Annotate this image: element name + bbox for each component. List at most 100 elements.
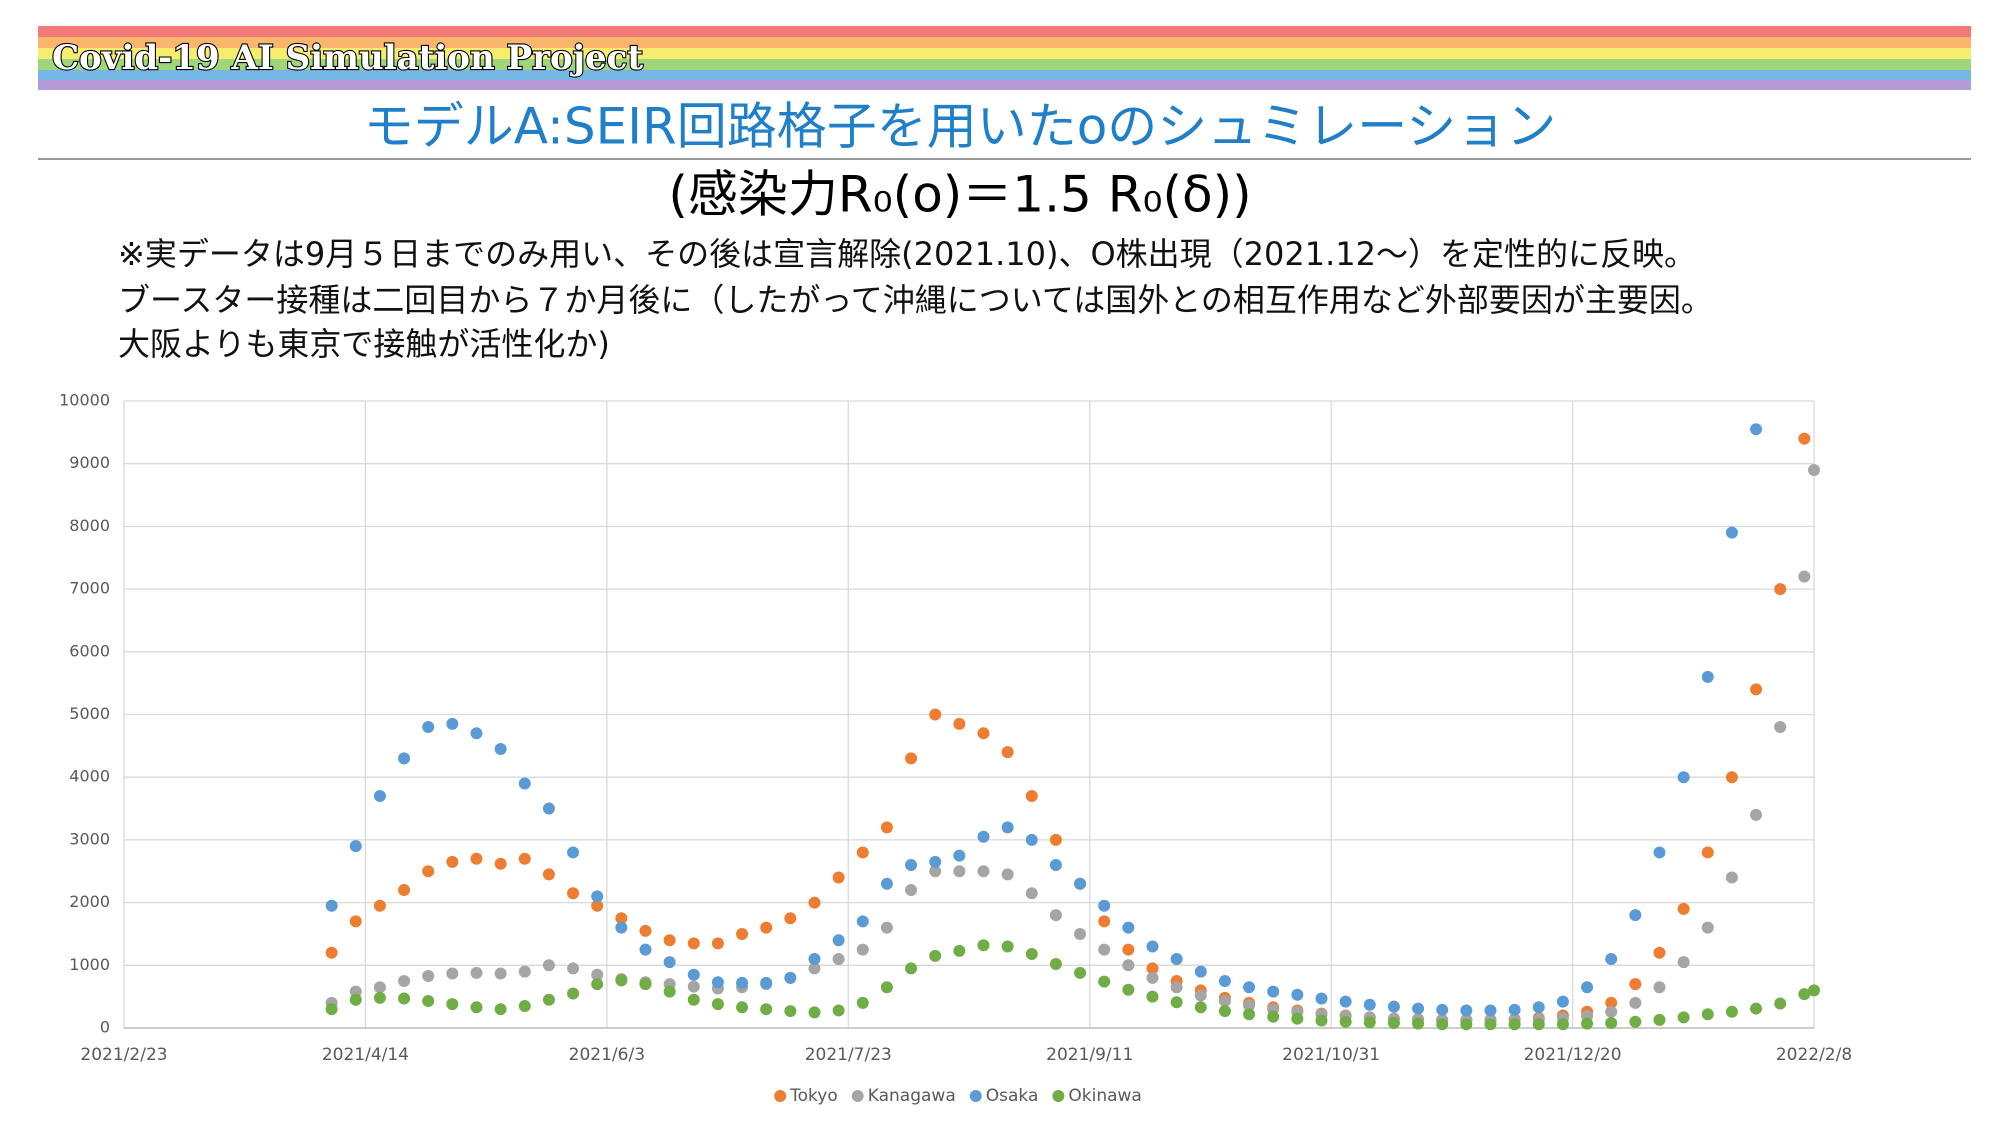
point <box>349 993 362 1006</box>
y-tick-label: 1000 <box>69 955 110 974</box>
point <box>1808 463 1820 476</box>
point <box>470 1001 483 1014</box>
point <box>422 865 435 878</box>
point <box>1653 1013 1666 1026</box>
point <box>856 943 869 956</box>
point <box>1629 996 1642 1009</box>
point <box>1387 1000 1400 1013</box>
point <box>1146 962 1159 975</box>
point <box>953 717 966 730</box>
point <box>494 1003 507 1016</box>
point <box>1098 975 1111 988</box>
point <box>663 985 676 998</box>
point <box>784 1005 797 1018</box>
banner-title: Covid-19 AI Simulation Project <box>52 38 643 78</box>
point <box>1750 423 1763 436</box>
point <box>518 852 531 865</box>
point <box>398 992 411 1005</box>
point <box>929 865 942 878</box>
point <box>398 752 411 765</box>
point <box>1629 1015 1642 1028</box>
point <box>1677 771 1690 784</box>
point <box>1001 868 1014 881</box>
point <box>808 953 821 966</box>
point <box>325 1003 338 1016</box>
point <box>832 1004 845 1017</box>
point <box>760 976 773 989</box>
point <box>953 865 966 878</box>
point <box>905 962 918 975</box>
point <box>1194 1001 1207 1014</box>
note: 大阪よりも東京で接触が活性化か) <box>118 325 610 363</box>
point <box>711 937 724 950</box>
point <box>470 852 483 865</box>
y-tick-label: 5000 <box>69 704 110 723</box>
point <box>953 849 966 862</box>
point <box>1122 983 1135 996</box>
point <box>1605 1016 1618 1029</box>
point <box>856 996 869 1009</box>
point <box>663 956 676 969</box>
point <box>1049 909 1062 922</box>
point <box>663 934 676 947</box>
point <box>711 998 724 1011</box>
point <box>1122 959 1135 972</box>
point <box>711 976 724 989</box>
point <box>880 981 893 994</box>
point <box>373 991 386 1004</box>
point <box>687 980 700 993</box>
point <box>1412 1002 1425 1015</box>
point <box>1339 1015 1352 1028</box>
point <box>591 978 604 991</box>
point <box>1629 978 1642 991</box>
point <box>1074 877 1087 890</box>
point <box>591 968 604 981</box>
point <box>325 946 338 959</box>
point <box>1267 985 1280 998</box>
point <box>1098 915 1111 928</box>
point <box>1025 833 1038 846</box>
x-tick-label: 2021/6/3 <box>569 1045 645 1065</box>
point <box>1074 927 1087 940</box>
point <box>518 777 531 790</box>
point <box>687 993 700 1006</box>
point <box>494 742 507 755</box>
point <box>615 912 628 925</box>
y-tick-label: 4000 <box>69 767 110 786</box>
point <box>953 944 966 957</box>
point <box>1556 1018 1569 1031</box>
point <box>929 949 942 962</box>
rainbow-banner <box>38 26 1971 90</box>
point <box>639 924 652 937</box>
point <box>1243 981 1256 994</box>
point <box>1001 821 1014 834</box>
point <box>325 899 338 912</box>
point <box>1581 1017 1594 1030</box>
point <box>1387 1016 1400 1029</box>
x-tick-label: 2021/12/20 <box>1524 1045 1622 1065</box>
point <box>542 802 555 815</box>
point <box>1098 943 1111 956</box>
point <box>494 967 507 980</box>
point <box>736 976 749 989</box>
point <box>1460 1004 1473 1017</box>
point <box>929 855 942 868</box>
point <box>1701 670 1714 683</box>
point <box>760 1003 773 1016</box>
point <box>470 727 483 740</box>
point <box>494 857 507 870</box>
heading: モデルA:SEIR回路格子を用いたοのシュミレーション <box>364 98 1557 156</box>
point <box>1677 956 1690 969</box>
point <box>1170 996 1183 1009</box>
point <box>518 1000 531 1013</box>
point <box>1532 1001 1545 1014</box>
point <box>1774 583 1787 596</box>
point <box>1677 902 1690 915</box>
point <box>1146 971 1159 984</box>
point <box>1243 1008 1256 1021</box>
point <box>373 981 386 994</box>
point <box>1025 790 1038 803</box>
y-tick-label: 3000 <box>69 829 110 848</box>
point <box>422 995 435 1008</box>
point <box>977 939 990 952</box>
